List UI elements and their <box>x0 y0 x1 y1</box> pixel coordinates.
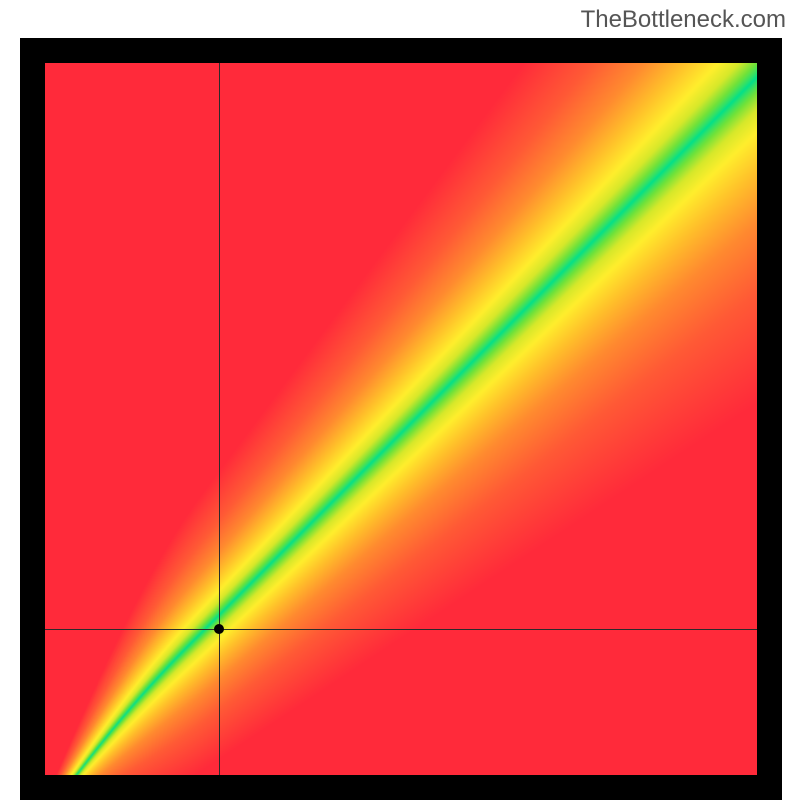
plot-frame <box>20 38 782 800</box>
watermark-text: TheBottleneck.com <box>581 6 786 34</box>
plot-area <box>45 63 757 775</box>
heatmap-canvas <box>45 63 757 775</box>
crosshair-horizontal <box>45 629 757 630</box>
marker-dot <box>214 624 224 634</box>
crosshair-vertical <box>219 63 220 775</box>
